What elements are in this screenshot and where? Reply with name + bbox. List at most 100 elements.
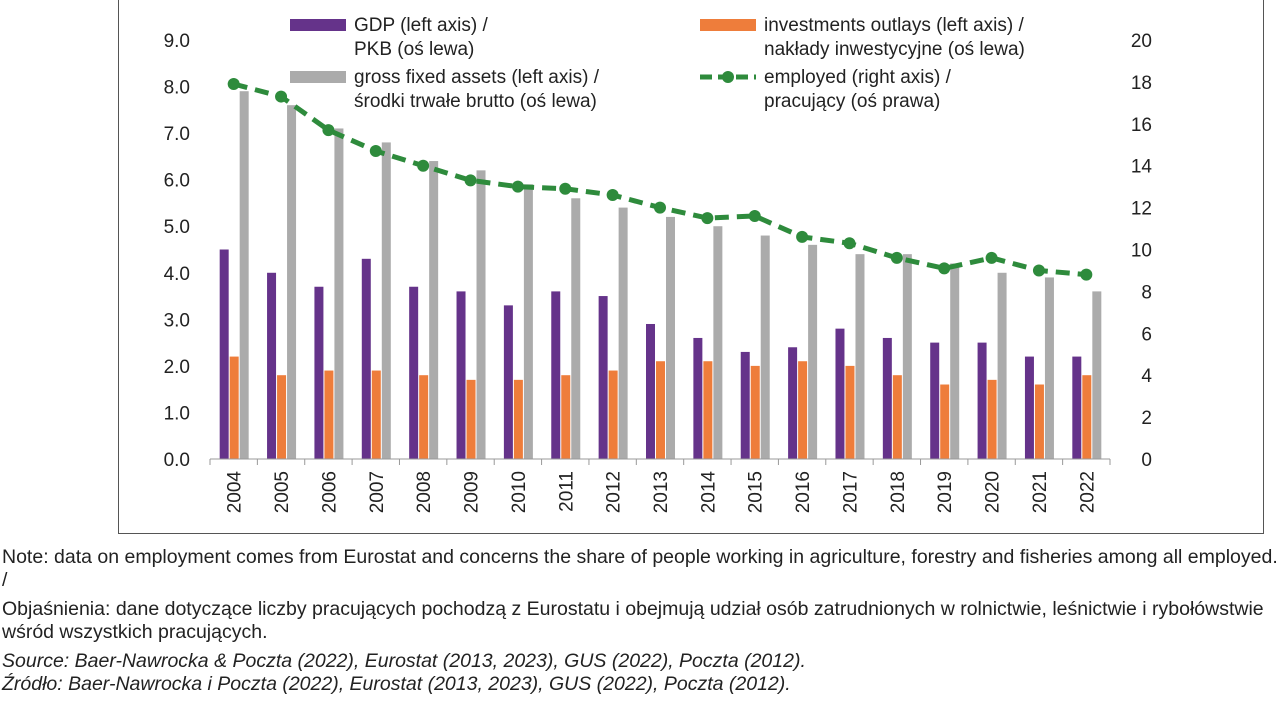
employment-point-2009 — [464, 174, 477, 187]
bar-gross-fixed-assets-2010 — [523, 184, 533, 460]
employment-point-2019 — [938, 262, 951, 275]
x-tick-label: 2015 — [746, 471, 767, 513]
employment-point-2017 — [843, 237, 856, 250]
bar-gdp-2017 — [835, 328, 845, 459]
bar-gross-fixed-assets-2007 — [381, 142, 391, 459]
bar-gdp-2004 — [219, 249, 229, 459]
right-y-tick-label: 2 — [1141, 408, 1152, 429]
x-tick-label: 2004 — [225, 471, 246, 514]
bar-gdp-2020 — [977, 342, 987, 459]
x-tick-label: 2018 — [888, 471, 909, 513]
employment-point-2005 — [275, 90, 288, 103]
employment-line-layer — [227, 77, 1093, 281]
bar-gross-fixed-assets-2022 — [1092, 291, 1102, 459]
chart-frame — [118, 0, 1264, 534]
bar-gdp-2005 — [267, 272, 277, 459]
bar-gdp-2016 — [788, 347, 798, 459]
bar-gross-fixed-assets-2016 — [808, 244, 818, 459]
employment-point-2022 — [1080, 268, 1093, 281]
bar-investments-2007 — [371, 370, 381, 459]
bar-gross-fixed-assets-2004 — [239, 91, 249, 459]
bar-investments-2011 — [561, 375, 571, 459]
notes-block: Note: data on employment comes from Euro… — [2, 546, 1280, 696]
employment-point-2018 — [890, 251, 903, 264]
left-y-tick-label: 1.0 — [164, 403, 190, 424]
bars-layer — [219, 91, 1102, 460]
bar-gdp-2006 — [314, 286, 324, 459]
legend: GDP (left axis) / PKB (oś lewa) investment… — [290, 15, 1025, 112]
bar-investments-2017 — [845, 365, 855, 459]
x-tick-label: 2010 — [509, 471, 530, 513]
bar-gdp-2013 — [646, 323, 655, 459]
bar-gdp-2014 — [693, 337, 703, 459]
employment-line — [233, 81, 1087, 278]
x-tick-label: 2006 — [319, 471, 340, 513]
legend-gross-fixed-assets-swatch — [290, 71, 346, 83]
x-tick-label: 2020 — [983, 471, 1004, 513]
bar-investments-2005 — [277, 375, 287, 459]
x-tick-label: 2005 — [272, 471, 293, 513]
note-polish: Objaśnienia: dane dotyczące liczby pracu… — [2, 598, 1264, 643]
legend-employed-marker — [722, 71, 734, 83]
bar-gross-fixed-assets-2005 — [287, 105, 297, 459]
source-english: Source: Baer-Nawrocka & Poczta (2022), E… — [2, 650, 806, 672]
bar-gdp-2010 — [503, 305, 513, 459]
bar-investments-2021 — [1034, 384, 1044, 459]
legend-gdp-swatch — [290, 19, 346, 31]
right-y-tick-label: 18 — [1131, 73, 1152, 94]
bar-investments-2004 — [229, 356, 239, 459]
bar-investments-2015 — [750, 365, 760, 459]
legend-gdp-label: PKB (oś lewa) — [354, 39, 474, 60]
bar-gdp-2007 — [361, 258, 371, 459]
x-tick-label: 2021 — [1030, 471, 1051, 513]
bar-gross-fixed-assets-2013 — [666, 216, 675, 459]
left-y-tick-label: 9.0 — [164, 31, 190, 52]
right-y-tick-label: 10 — [1131, 241, 1152, 262]
employment-point-2007 — [369, 145, 382, 158]
right-y-tick-label: 12 — [1131, 199, 1152, 220]
source-polish: Źródło: Baer-Nawrocka i Poczta (2022), E… — [2, 673, 791, 695]
legend-gross-fixed-assets-label: gross fixed assets (left axis) / — [354, 67, 600, 88]
legend-gdp-label: GDP (left axis) / — [354, 15, 488, 36]
right-y-tick-label: 0 — [1141, 450, 1152, 471]
bar-gdp-2011 — [551, 291, 561, 459]
right-y-tick-label: 16 — [1131, 115, 1152, 136]
legend-investments-label: investments outlays (left axis) / — [764, 15, 1024, 36]
employment-point-2011 — [559, 182, 572, 195]
employment-point-2010 — [511, 180, 524, 193]
bar-gross-fixed-assets-2017 — [855, 254, 865, 459]
legend-gross-fixed-assets-label: środki trwałe brutto (oś lewa) — [354, 91, 597, 112]
legend-employed-label: pracujący (oś prawa) — [764, 91, 940, 112]
bar-gdp-2012 — [598, 296, 608, 459]
bar-gross-fixed-assets-2020 — [997, 272, 1007, 459]
left-y-tick-label: 2.0 — [164, 357, 190, 378]
legend-investments-label: nakłady inwestycyjne (oś lewa) — [764, 39, 1025, 60]
right-y-tick-label: 6 — [1141, 324, 1152, 345]
left-y-tick-label: 7.0 — [164, 124, 190, 145]
x-tick-label: 2016 — [793, 471, 814, 513]
x-tick-label: 2009 — [462, 471, 483, 513]
x-tick-label: 2013 — [651, 471, 672, 513]
bar-gross-fixed-assets-2021 — [1044, 277, 1054, 459]
x-tick-label: 2019 — [935, 471, 956, 513]
right-y-tick-label: 4 — [1141, 366, 1152, 387]
employment-point-2015 — [748, 209, 761, 222]
right-y-tick-label: 8 — [1141, 282, 1152, 303]
bar-gross-fixed-assets-2018 — [902, 254, 912, 459]
bar-investments-2008 — [419, 375, 429, 459]
employment-point-2006 — [322, 124, 335, 137]
left-y-tick-label: 6.0 — [164, 171, 190, 192]
employment-point-2012 — [606, 189, 619, 202]
bar-investments-2009 — [466, 379, 476, 459]
bar-gdp-2008 — [409, 286, 419, 459]
note-english: Note: data on employment comes from Euro… — [2, 546, 1278, 591]
bar-gross-fixed-assets-2008 — [429, 161, 439, 460]
bar-gross-fixed-assets-2011 — [571, 198, 581, 460]
bar-gdp-2018 — [882, 337, 892, 459]
right-y-tick-label: 20 — [1131, 31, 1152, 52]
x-tick-label: 2012 — [604, 471, 625, 513]
left-y-tick-label: 8.0 — [164, 78, 190, 99]
left-y-tick-label: 4.0 — [164, 264, 190, 285]
bar-investments-2016 — [798, 361, 808, 459]
employment-point-2008 — [417, 159, 430, 172]
